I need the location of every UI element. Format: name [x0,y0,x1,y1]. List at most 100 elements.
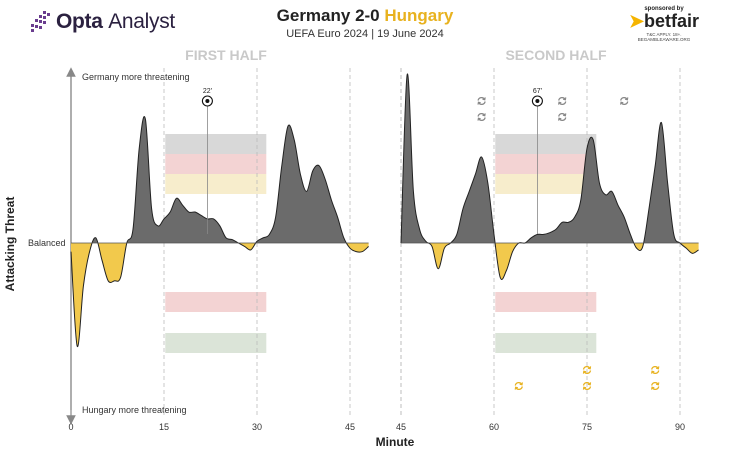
sub-arrow-top [558,113,566,117]
logo-word-bold: Opta [56,10,103,33]
substitution-away-icon [514,382,523,390]
sub-arrowhead-top [482,113,486,117]
y-bottom-label: Hungary more threatening [82,405,187,415]
x-tick-label: 60 [489,422,499,432]
sub-arrowhead-bottom [582,370,587,374]
sub-arrowhead-top [562,97,567,101]
sponsor-block: sponsored by ➤betfair T&C APPLY. 18+. BE… [622,6,706,42]
substitution-home-icon [620,97,629,105]
sub-arrow-bottom [558,117,567,121]
sub-arrowhead-top [587,366,592,370]
substitution-away-icon [651,366,660,374]
betfair-arrow-icon: ➤ [628,11,645,31]
sub-arrow-bottom [478,117,486,121]
x-tick-label: 30 [252,422,262,432]
x-tick-label: 0 [68,422,73,432]
goal-minute-label: 67' [533,88,542,95]
sub-arrow-bottom [651,386,660,390]
sponsor-tc: T&C APPLY. 18+. BEGAMBLEAWARE.ORG [637,32,691,42]
sub-arrowhead-bottom [651,370,655,374]
substitution-away-icon [651,382,660,390]
first-half-panel: 0 15 30 45 FIRST HALF 22' [68,47,369,432]
y-mid-label: Balanced [28,238,66,248]
football-icon [201,95,213,107]
substitution-home-icon [558,113,567,121]
hungary-flag-green-stripe [165,333,267,353]
sub-arrow-top [514,382,523,386]
germany-flag-black-stripe [165,134,267,154]
sponsor-brand-text: betfair [644,11,700,31]
germany-threat-area [71,116,369,243]
germany-flag-red-stripe [495,154,597,174]
logo-word-light: Analyst [108,10,175,33]
title-away: Hungary [384,6,454,25]
sponsor-small: sponsored by [644,6,684,12]
half-title: FIRST HALF [185,47,267,63]
hungary-flag-red-stripe [495,292,597,312]
sub-arrowhead-top [482,97,486,101]
sub-arrow-top [582,382,591,386]
hungary-flag-green-stripe [495,333,597,353]
sub-arrowhead-bottom [620,101,624,105]
y-axis-title: Attacking Threat [3,197,17,292]
title-home: Germany 2-0 [276,6,380,25]
sub-arrowhead-top [562,113,567,117]
x-tick-label: 45 [345,422,355,432]
sub-arrowhead-top [655,366,660,370]
football-patch [205,99,210,103]
sub-arrowhead-bottom [651,386,655,390]
germany-threat-area [401,74,699,243]
x-tick-label: 15 [159,422,169,432]
substitution-away-icon [582,382,592,390]
sub-arrow-bottom [515,386,523,390]
sub-arrow-top [620,97,628,101]
sub-arrowhead-bottom [558,117,562,121]
x-tick-label: 90 [675,422,685,432]
opta-logo-icon [31,11,50,32]
match-title: Germany 2-0 Hungary [0,6,730,26]
sub-arrowhead-bottom [514,386,519,390]
threat-line [70,116,369,347]
sub-arrow-bottom [583,370,592,374]
logo-text: Opta Analyst [56,10,175,34]
sub-arrowhead-bottom [582,386,587,390]
football-icon [531,95,543,107]
sub-arrow-bottom [478,101,486,105]
sub-arrowhead-bottom [477,101,481,105]
y-top-label: Germany more threatening [82,72,190,82]
goal-minute-label: 22' [203,88,212,95]
sub-arrow-bottom [651,370,660,374]
sub-arrowhead-top [655,382,660,386]
sub-arrowhead-top [519,382,523,386]
germany-flag-red-stripe [165,154,267,174]
sub-arrow-bottom [620,101,629,105]
sub-arrowhead-bottom [477,117,481,121]
substitution-away-icon [582,366,592,374]
sub-arrow-top [558,97,566,101]
sponsor-brand: ➤betfair [622,12,706,30]
half-title: SECOND HALF [505,47,607,63]
substitution-home-icon [477,97,486,105]
match-subtitle: UEFA Euro 2024 | 19 June 2024 [286,28,444,40]
substitution-home-icon [477,113,486,121]
football-patch [535,99,540,103]
sub-arrowhead-top [624,97,629,101]
sub-arrow-top [477,113,486,117]
sub-arrow-bottom [583,386,592,390]
sub-arrow-top [651,382,659,386]
substitution-home-icon [558,97,567,105]
second-half-panel: 45 60 75 90 SECOND HALF 67' [396,47,699,432]
sub-arrow-top [477,97,486,101]
germany-flag-black-stripe [495,134,597,154]
x-tick-label: 75 [582,422,592,432]
sub-arrow-bottom [558,101,567,105]
germany-flag-gold-stripe [495,174,597,194]
opta-analyst-logo: Opta Analyst [30,10,175,34]
panels-group: 0 15 30 45 FIRST HALF 22' 45 60 75 90 SECOND HALF 6… [68,47,699,432]
x-axis-title: Minute [376,435,415,449]
germany-flag-gold-stripe [165,174,267,194]
sub-arrowhead-bottom [558,101,562,105]
sub-arrowhead-top [587,382,592,386]
threat-line [400,73,699,280]
